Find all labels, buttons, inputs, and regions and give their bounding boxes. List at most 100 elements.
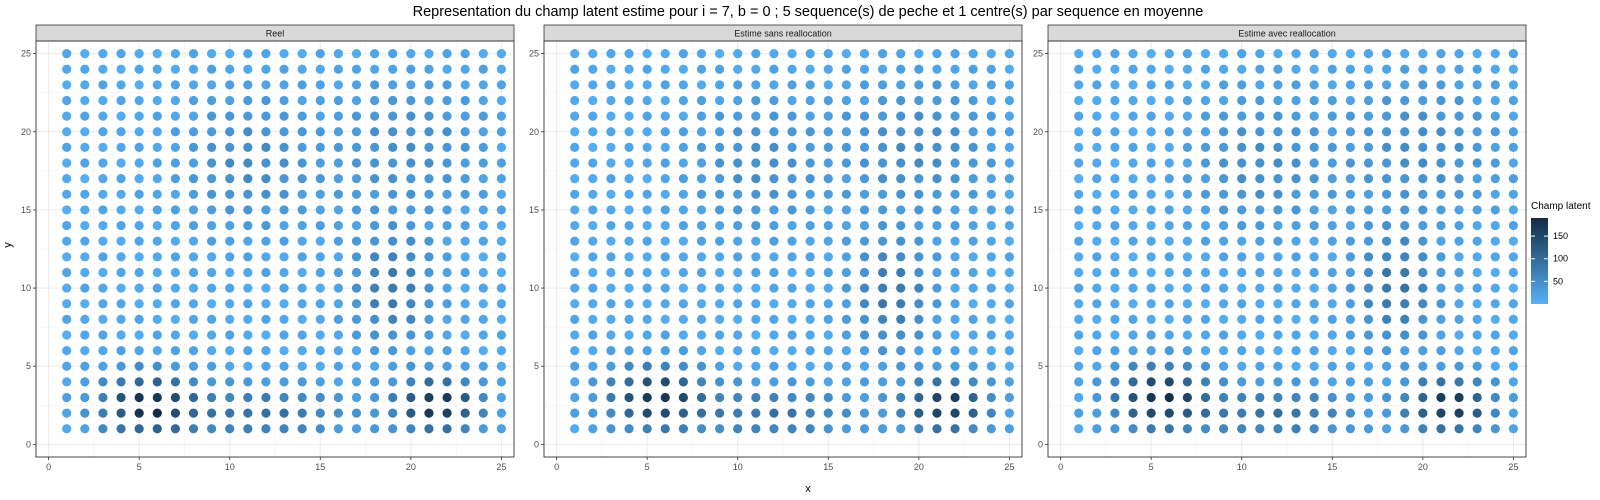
data-point <box>370 377 380 387</box>
data-point <box>1363 283 1374 293</box>
data-point <box>1327 174 1337 184</box>
data-point <box>1472 314 1482 324</box>
data-point <box>660 330 670 340</box>
data-point <box>696 127 707 137</box>
data-point <box>660 174 670 184</box>
data-point <box>98 158 108 168</box>
data-point <box>878 111 888 121</box>
data-point <box>225 236 235 246</box>
data-point <box>1436 314 1446 324</box>
data-point <box>1164 158 1174 168</box>
data-point <box>1004 174 1015 184</box>
data-point <box>787 392 797 403</box>
data-point <box>261 267 271 278</box>
data-point <box>333 220 343 231</box>
data-point <box>1436 95 1446 106</box>
data-point <box>1273 95 1283 106</box>
data-point <box>1164 252 1174 262</box>
data-point <box>1237 299 1247 309</box>
data-point <box>1128 95 1138 106</box>
data-point <box>496 299 506 309</box>
data-point <box>315 346 325 356</box>
data-point <box>1004 346 1015 356</box>
data-point <box>878 361 888 371</box>
data-point <box>370 330 380 340</box>
data-point <box>1004 158 1015 168</box>
data-point <box>152 392 162 403</box>
data-point <box>751 392 761 403</box>
data-point <box>715 64 725 74</box>
data-point <box>859 392 870 403</box>
data-point <box>1436 111 1446 121</box>
data-point <box>914 392 924 403</box>
data-point <box>1490 111 1500 121</box>
data-point <box>751 127 761 137</box>
data-point <box>261 158 271 168</box>
data-point <box>478 49 488 59</box>
data-point <box>80 174 90 184</box>
data-point <box>1345 267 1355 278</box>
data-point <box>823 127 833 137</box>
data-point <box>116 64 126 74</box>
data-point <box>1074 377 1084 387</box>
data-point <box>914 252 924 262</box>
data-point <box>642 142 652 152</box>
data-point <box>896 205 906 215</box>
data-point <box>1490 49 1500 59</box>
data-point <box>207 158 217 168</box>
data-point <box>1146 424 1156 434</box>
data-point <box>1382 142 1392 152</box>
data-point <box>1128 346 1138 356</box>
data-point <box>225 64 235 74</box>
data-point <box>1327 142 1337 152</box>
data-point <box>424 111 434 121</box>
data-point <box>478 142 488 152</box>
data-point <box>588 283 598 293</box>
data-point <box>243 252 253 262</box>
data-point <box>805 424 815 434</box>
data-point <box>1219 95 1229 106</box>
data-point <box>878 189 888 199</box>
data-point <box>878 174 888 184</box>
data-point <box>1128 408 1138 418</box>
data-point <box>1219 80 1229 90</box>
data-point <box>1128 252 1138 262</box>
data-point <box>116 111 126 121</box>
data-point <box>570 174 580 184</box>
data-point <box>950 111 960 121</box>
data-point <box>279 220 289 231</box>
data-point <box>1490 346 1500 356</box>
data-point <box>1363 392 1374 403</box>
legend-tick-label: 150 <box>1553 231 1568 241</box>
data-point <box>859 283 870 293</box>
data-point <box>243 174 253 184</box>
data-point <box>1291 80 1301 90</box>
data-point <box>1255 330 1265 340</box>
data-point <box>570 267 580 278</box>
data-point <box>859 142 870 152</box>
data-point <box>315 142 325 152</box>
data-point <box>80 346 90 356</box>
data-point <box>950 377 960 387</box>
data-point <box>1472 346 1482 356</box>
data-point <box>1092 408 1102 418</box>
data-point <box>1454 252 1464 262</box>
data-point <box>496 283 506 293</box>
data-point <box>98 346 108 356</box>
data-point <box>570 64 580 74</box>
data-point <box>733 205 743 215</box>
data-point <box>1255 408 1265 418</box>
legend-title: Champ latent <box>1531 201 1591 212</box>
data-point <box>859 408 870 418</box>
data-point <box>950 314 960 324</box>
data-point <box>1454 314 1464 324</box>
data-point <box>1454 236 1464 246</box>
data-point <box>1345 49 1355 59</box>
data-point <box>769 127 779 137</box>
data-point <box>1146 189 1156 199</box>
data-point <box>1345 64 1355 74</box>
data-point <box>1128 189 1138 199</box>
data-point <box>243 189 253 199</box>
data-point <box>859 424 870 434</box>
